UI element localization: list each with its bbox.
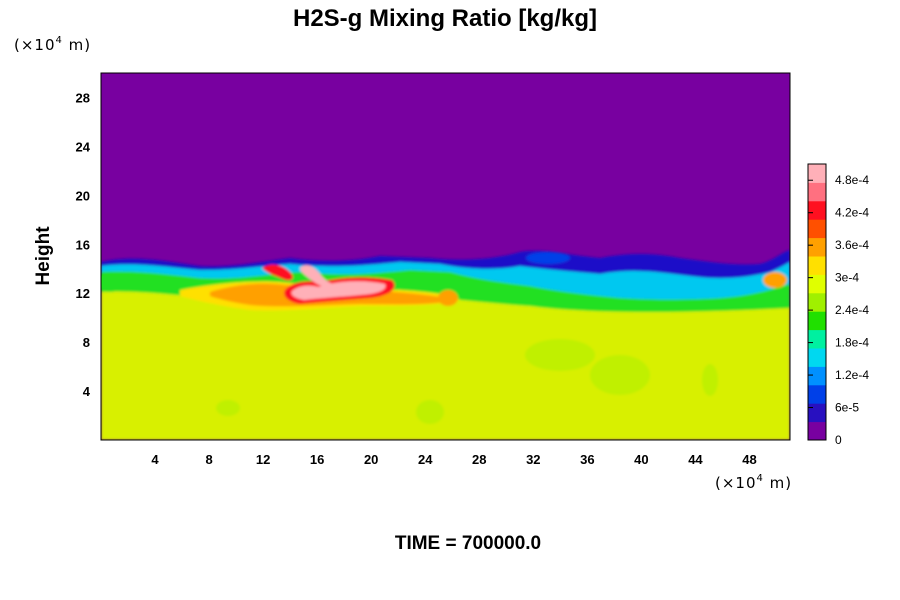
colorbar-tick-label: 6e-5 bbox=[835, 401, 859, 415]
y-axis-ticks: 4 8 12 16 20 24 28 bbox=[76, 90, 91, 399]
colorbar-tick-label: 1.8e-4 bbox=[835, 336, 869, 350]
y-tick-label: 8 bbox=[83, 335, 90, 350]
heatmap-plot-area bbox=[101, 73, 790, 440]
x-axis-unit: (×104 m) bbox=[715, 473, 792, 492]
x-tick-label: 40 bbox=[634, 452, 648, 467]
colorbar-swatch bbox=[808, 348, 826, 367]
colorbar-swatch bbox=[808, 311, 826, 331]
x-tick-label: 28 bbox=[472, 452, 486, 467]
green-eddy bbox=[702, 364, 718, 396]
green-eddy bbox=[101, 272, 124, 292]
field-features bbox=[101, 250, 790, 440]
colorbar-swatch bbox=[808, 329, 826, 349]
colorbar-swatch bbox=[808, 292, 826, 312]
green-eddy bbox=[525, 339, 595, 371]
colorbar-swatch bbox=[808, 256, 826, 275]
orange-blob bbox=[763, 272, 787, 288]
colorbar: 0 6e-5 1.2e-4 1.8e-4 2.4e-4 3e-4 3.6e-4 4.2e-4 4… bbox=[807, 163, 869, 447]
y-tick-label: 28 bbox=[76, 90, 90, 105]
colorbar-swatch bbox=[808, 182, 826, 202]
time-label: TIME = 700000.0 bbox=[395, 533, 541, 554]
x-tick-label: 8 bbox=[205, 452, 212, 467]
x-tick-label: 36 bbox=[580, 452, 594, 467]
red-filament bbox=[262, 264, 293, 281]
green-eddy bbox=[590, 355, 650, 395]
x-tick-label: 12 bbox=[256, 452, 270, 467]
x-tick-label: 4 bbox=[151, 452, 159, 467]
y-tick-label: 20 bbox=[76, 188, 90, 203]
pink-filament bbox=[300, 265, 344, 289]
colorbar-swatch bbox=[808, 421, 826, 441]
colorbar-swatch bbox=[808, 274, 826, 294]
blue-eddy bbox=[526, 252, 570, 264]
colorbar-tick-label: 2.4e-4 bbox=[835, 303, 869, 317]
colorbar-frame bbox=[807, 163, 827, 441]
x-tick-label: 44 bbox=[688, 452, 703, 467]
orange-blob bbox=[438, 290, 458, 306]
chart-title: H2S-g Mixing Ratio [kg/kg] bbox=[293, 5, 597, 32]
plot-frame bbox=[100, 72, 791, 441]
x-tick-label: 24 bbox=[418, 452, 433, 467]
colorbar-swatch bbox=[808, 219, 826, 239]
y-tick-label: 4 bbox=[83, 384, 91, 399]
y-tick-label: 12 bbox=[76, 286, 90, 301]
y-tick-label: 24 bbox=[76, 139, 91, 154]
colorbar-tick-label: 3e-4 bbox=[835, 271, 859, 285]
colorbar-tick-label: 4.8e-4 bbox=[835, 173, 869, 187]
colorbar-swatch bbox=[808, 366, 826, 386]
lower-layer-field bbox=[101, 291, 790, 440]
colorbar-swatch bbox=[808, 200, 826, 220]
colorbar-swatch bbox=[808, 237, 826, 257]
colorbar-swatch bbox=[808, 403, 826, 423]
y-tick-label: 16 bbox=[76, 237, 90, 252]
pink-peak-zone bbox=[291, 281, 386, 300]
y-axis-unit: (×104 m) bbox=[14, 35, 91, 54]
colorbar-swatch bbox=[808, 384, 826, 404]
x-tick-label: 32 bbox=[526, 452, 540, 467]
blue-eddy bbox=[600, 254, 680, 270]
colorbar-tick-label: 0 bbox=[835, 433, 842, 447]
colorbar-swatch bbox=[808, 164, 826, 183]
x-tick-label: 20 bbox=[364, 452, 378, 467]
green-eddy bbox=[216, 400, 240, 416]
green-eddy bbox=[416, 400, 444, 424]
x-tick-label: 16 bbox=[310, 452, 324, 467]
colorbar-tick-label: 3.6e-4 bbox=[835, 238, 869, 252]
x-tick-label: 48 bbox=[742, 452, 756, 467]
x-axis-ticks: 4 8 12 16 20 24 28 32 36 40 44 48 bbox=[151, 452, 756, 467]
colorbar-tick-label: 1.2e-4 bbox=[835, 368, 869, 382]
colorbar-tick-label: 4.2e-4 bbox=[835, 206, 869, 220]
y-axis-label: Height bbox=[33, 226, 54, 286]
